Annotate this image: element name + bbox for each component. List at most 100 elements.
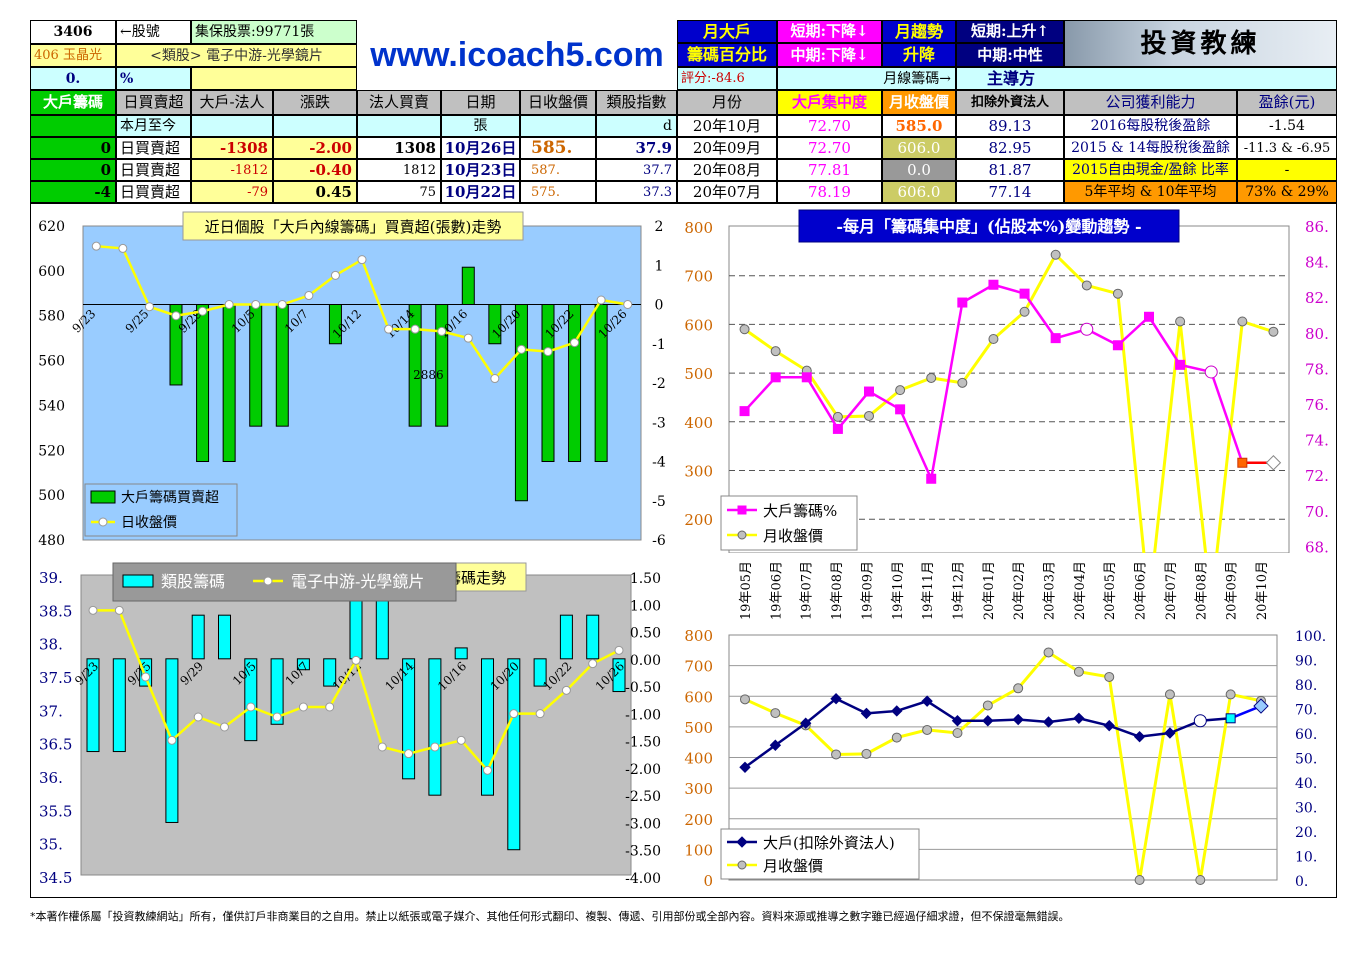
- bar: [296, 658, 310, 671]
- price-line: [744, 650, 1262, 881]
- daily-row-1-cell-1: 日買賣超: [116, 159, 191, 181]
- y-right-tick-label: 100.: [1295, 629, 1326, 645]
- bar: [461, 266, 475, 305]
- monthly-row-1-cell-1: 72.70: [777, 137, 882, 159]
- legend-marker-price: [737, 530, 747, 540]
- price-point: [224, 300, 234, 309]
- daily-row-0-cell-4: 1308: [357, 137, 441, 159]
- x-tick-label: 19年11月: [921, 561, 936, 620]
- y-right-tick-label: 84.: [1305, 254, 1329, 272]
- monthly-row-3-cell-3: 77.14: [956, 181, 1064, 203]
- y-left-tick-label: 200: [684, 811, 713, 829]
- y-right-tick-label: 78.: [1305, 360, 1329, 378]
- holder-point: [1164, 727, 1176, 739]
- y-right-tick-label: -2: [652, 376, 666, 392]
- price-point: [1073, 666, 1084, 677]
- daily-header-7: 類股指數: [596, 90, 677, 115]
- monthly-row-0-cell-0: 20年10月: [677, 115, 777, 137]
- price-point: [277, 300, 287, 309]
- month-line-label: 月線籌碼→: [777, 67, 956, 90]
- x-tick-label: 20年07月: [1164, 561, 1179, 620]
- y-left-tick-label: 38.: [39, 636, 63, 654]
- monthly-row-2-cell-0: 20年08月: [677, 159, 777, 181]
- price-point: [1237, 316, 1248, 327]
- legend-box: [112, 562, 457, 602]
- y-right-tick-label: -4: [652, 455, 666, 471]
- price-point: [490, 374, 500, 384]
- y-left-tick-label: 600: [38, 264, 65, 280]
- y-left-tick-label: 500: [684, 365, 713, 383]
- y-right-tick-label: 50.: [1295, 752, 1317, 768]
- monthly-row-1-cell-0: 20年09月: [677, 137, 777, 159]
- y-right-tick-label: 80.: [1305, 325, 1329, 343]
- y-right-tick-label: 86.: [1305, 218, 1329, 236]
- legend-label-price: 月收盤價: [763, 527, 823, 545]
- daily-row-1-cell-7: 37.7: [596, 159, 677, 181]
- bar-annotation: 2886: [413, 368, 444, 382]
- holder-point: [1175, 359, 1186, 370]
- price-point: [957, 377, 968, 388]
- holder-point: [982, 715, 994, 727]
- price-point: [739, 324, 750, 335]
- holder-point: [921, 695, 933, 707]
- y-left-tick-label: 400: [684, 750, 713, 768]
- y-left-tick-label: 480: [38, 533, 65, 549]
- sector-index-point: [298, 702, 308, 712]
- daily-row-2-cell-6: 575.: [520, 181, 596, 203]
- price-point: [1043, 647, 1054, 658]
- short-term-1: 短期:下降↓: [777, 20, 882, 43]
- bar: [112, 658, 126, 753]
- sector-index-point: [483, 765, 492, 775]
- daily-row-2-cell-5: 10月22日: [441, 181, 520, 203]
- y-right-tick-label: -2.50: [625, 789, 661, 805]
- bar: [541, 304, 555, 462]
- stock-code: 3406: [30, 20, 116, 44]
- bar: [586, 614, 600, 660]
- y-left-tick-label: 34.5: [39, 869, 72, 887]
- holder-point: [1133, 730, 1146, 743]
- price-point: [1019, 306, 1030, 317]
- holder-line: [743, 283, 1212, 483]
- daily-subrow-cell: 張: [441, 115, 520, 137]
- bar: [507, 658, 521, 851]
- y-right-tick-label: -3: [652, 415, 666, 431]
- price-point: [118, 243, 128, 253]
- bar: [270, 658, 284, 725]
- y-right-tick-label: -5: [652, 494, 666, 510]
- x-tick-label: 20年04月: [1073, 561, 1088, 620]
- daily-subrow-cell: [520, 115, 596, 137]
- x-tick-label: 19年06月: [769, 561, 784, 620]
- y-right-tick-label: 82.: [1305, 289, 1329, 307]
- stock-name: 406 玉晶光: [30, 44, 116, 67]
- y-left-tick-label: 35.5: [39, 802, 72, 820]
- daily-row-1-cell-6: 587.: [520, 159, 596, 181]
- footer-disclaimer: *本著作權係屬「投資教練網站」所有，僅供訂戶非商業目的之自用。禁止以紙張或電子媒…: [30, 910, 1070, 923]
- site-link[interactable]: www.icoach5.com: [370, 36, 664, 74]
- sector-index-point: [404, 749, 414, 759]
- holder-point: [832, 423, 843, 434]
- big-holder-title-1: 月大戶: [677, 20, 777, 43]
- holder-point: [1144, 311, 1154, 322]
- month-trend-2: 升降: [882, 43, 956, 67]
- price-point: [864, 410, 874, 421]
- y-right-tick-label: 2: [655, 219, 664, 235]
- x-tick-label: 20年06月: [1134, 561, 1149, 620]
- bar: [169, 304, 183, 386]
- sector-index-point: [141, 672, 151, 682]
- price-point: [570, 338, 580, 348]
- y-left-tick-label: 200: [684, 511, 713, 529]
- y-left-tick-label: 800: [684, 219, 713, 237]
- price-point: [330, 270, 340, 280]
- sector-index-point: [456, 735, 466, 745]
- y-right-tick-label: 68.: [1305, 538, 1329, 553]
- holder-point: [895, 404, 906, 415]
- bar: [559, 614, 573, 660]
- x-tick-label: 20年10月: [1255, 561, 1270, 620]
- price-point: [1134, 875, 1145, 885]
- bar: [244, 658, 258, 742]
- price-line: [743, 252, 1274, 553]
- chart-insider-daily: 620600580560540520500480210-1-2-3-4-5-69…: [38, 211, 666, 549]
- price-point: [770, 708, 781, 719]
- holder-point: [1237, 457, 1248, 468]
- chart-monthly-concentration: 800 700 600 500 400 300 200 86. 84. 82. 80. 78. 76. 7…: [684, 209, 1329, 553]
